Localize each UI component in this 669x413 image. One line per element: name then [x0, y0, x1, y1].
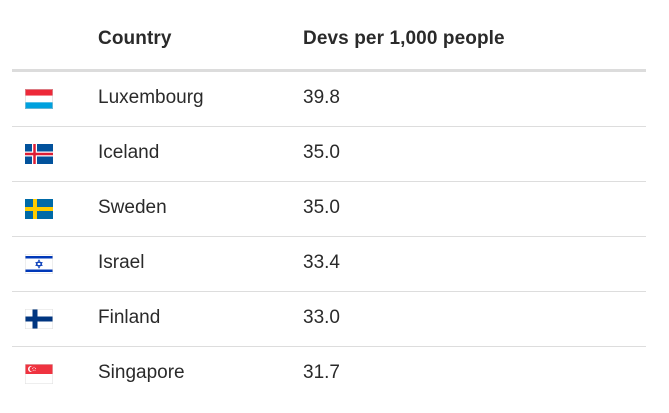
iceland-flag-icon: [25, 144, 53, 164]
table-row: Sweden 35.0: [12, 182, 646, 237]
country-name: Singapore: [98, 362, 185, 383]
table-row: Iceland 35.0: [12, 127, 646, 182]
table-row: Luxembourg 39.8: [12, 72, 646, 127]
table-row: Israel 33.4: [12, 237, 646, 292]
devs-value: 31.7: [303, 362, 340, 383]
israel-flag-icon: [25, 254, 53, 274]
devs-value: 35.0: [303, 197, 340, 218]
sweden-flag-icon: [25, 199, 53, 219]
country-name: Iceland: [98, 142, 160, 163]
finland-flag-icon: [25, 309, 53, 329]
singapore-flag-icon: [25, 364, 53, 384]
country-name: Finland: [98, 307, 161, 328]
luxembourg-flag-icon: [25, 89, 53, 109]
country-column-header: Country: [98, 28, 172, 49]
devs-value: 33.4: [303, 252, 340, 273]
country-name: Israel: [98, 252, 145, 273]
table-header: Country Devs per 1,000 people: [12, 12, 646, 72]
table-row: Finland 33.0: [12, 292, 646, 347]
devs-value: 39.8: [303, 87, 340, 108]
devs-value: 35.0: [303, 142, 340, 163]
table-row: Singapore 31.7: [12, 347, 646, 401]
country-name: Sweden: [98, 197, 167, 218]
devs-value: 33.0: [303, 307, 340, 328]
country-name: Luxembourg: [98, 87, 204, 108]
countries-table: Country Devs per 1,000 people Luxembourg…: [12, 12, 646, 401]
devs-per-1000-column-header: Devs per 1,000 people: [303, 28, 505, 49]
